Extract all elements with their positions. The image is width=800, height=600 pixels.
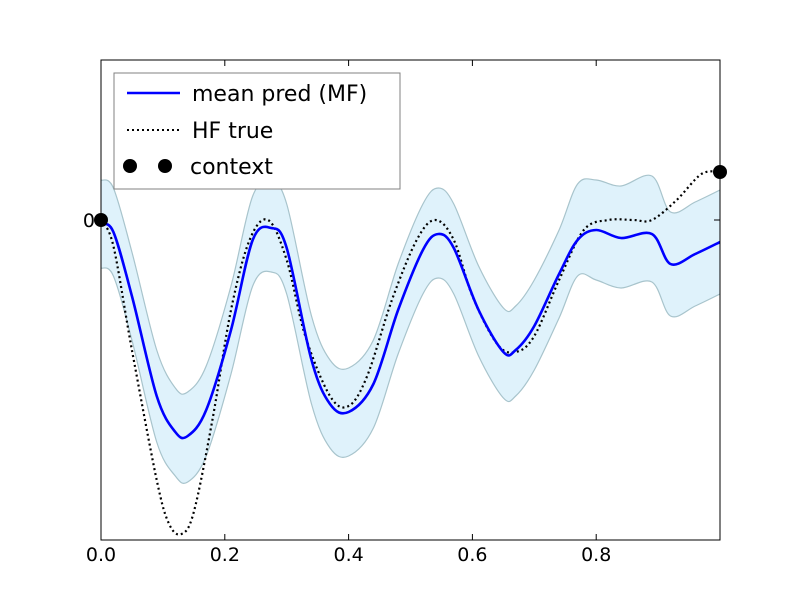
context-point — [713, 165, 727, 179]
uncertainty-band-upper-edge — [101, 174, 720, 395]
x-tick-label: 0.0 — [86, 544, 116, 566]
x-tick-label: 0.6 — [457, 544, 487, 566]
x-tick-label: 0.4 — [333, 544, 363, 566]
context-point — [94, 213, 108, 227]
legend-swatch-context-1 — [123, 159, 137, 173]
series-line-mean-pred — [101, 222, 720, 440]
legend: mean pred (MF) HF true context — [113, 72, 401, 190]
legend-swatch-context-2 — [158, 159, 172, 173]
uncertainty-band — [101, 175, 720, 484]
y-tick-label: 0 — [83, 210, 95, 232]
legend-label-hf-true: HF true — [192, 119, 273, 144]
plot-frame — [100, 59, 721, 541]
uncertainty-band-lower-edge — [101, 267, 720, 484]
x-tick-label: 0.2 — [210, 544, 240, 566]
legend-label-context: context — [190, 155, 273, 180]
x-tick-label: 0.8 — [581, 544, 611, 566]
legend-label-mean-pred: mean pred (MF) — [192, 82, 367, 107]
